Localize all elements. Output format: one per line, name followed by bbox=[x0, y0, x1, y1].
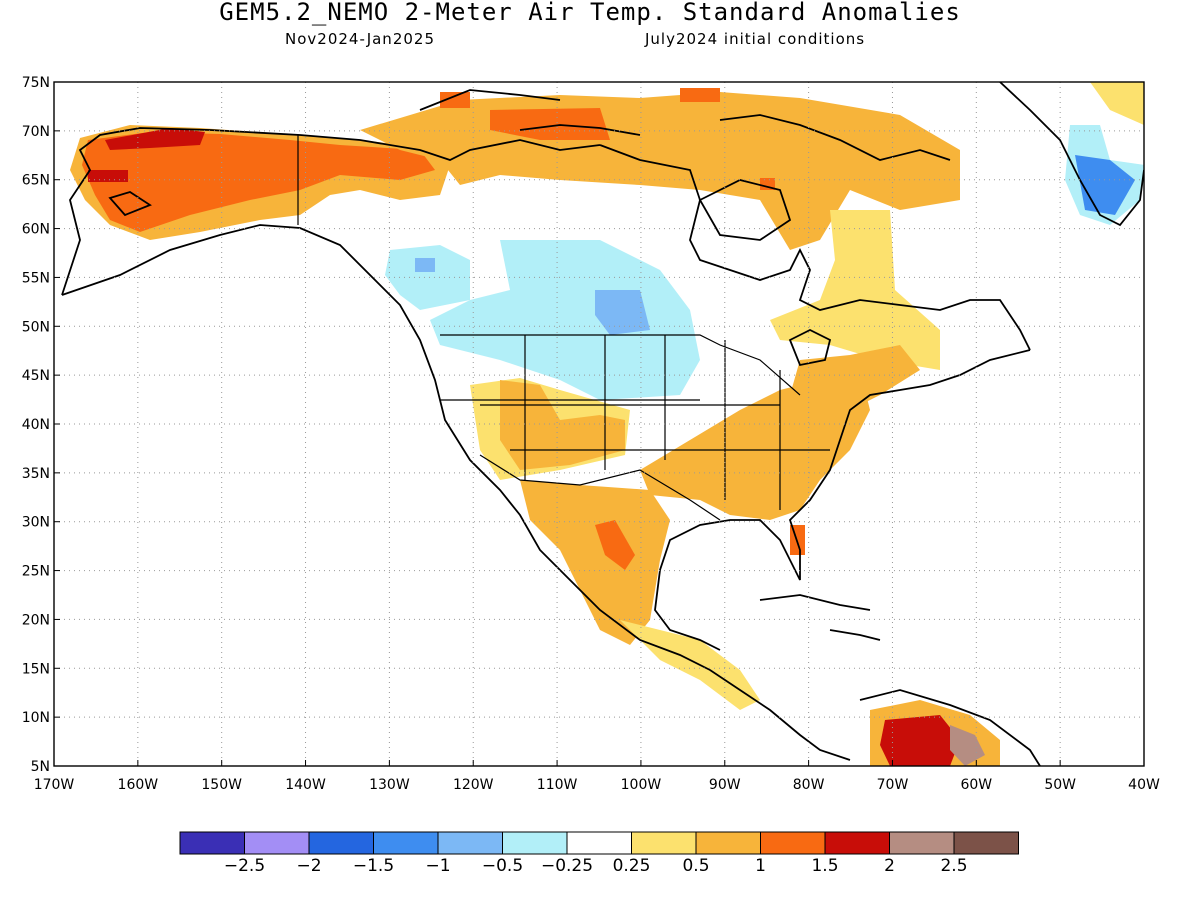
political-borders bbox=[297, 135, 830, 521]
x-tick-label: 120W bbox=[453, 777, 494, 793]
y-tick-label: 45N bbox=[22, 368, 50, 384]
y-tick-label: 40N bbox=[22, 417, 50, 433]
legend-swatch bbox=[631, 831, 697, 855]
legend-label: −0.25 bbox=[540, 856, 594, 876]
anomaly-sa-strong bbox=[880, 715, 960, 766]
legend-swatch bbox=[824, 831, 890, 855]
x-tick-label: 90W bbox=[709, 777, 741, 793]
legend-color-bar bbox=[179, 831, 1019, 855]
x-tick-label: 60W bbox=[960, 777, 992, 793]
legend-label: −2 bbox=[296, 856, 322, 876]
y-tick-label: 20N bbox=[22, 612, 50, 628]
anomaly-alaska-west bbox=[88, 170, 128, 182]
x-tick-label: 70W bbox=[877, 777, 909, 793]
y-axis-ticks: 5N 10N 15N 20N 25N 30N 35N 40N 45N 50N 55N 60N 65N 70… bbox=[22, 75, 60, 775]
y-tick-label: 60N bbox=[22, 222, 50, 238]
legend-swatch bbox=[502, 831, 568, 855]
x-tick-label: 170W bbox=[34, 777, 75, 793]
x-axis-ticks: 170W 160W 150W 140W 130W 120W 110W 100W 90W 80W 70… bbox=[34, 760, 1160, 793]
legend-label: 1 bbox=[755, 856, 766, 876]
anomaly-quebec bbox=[770, 210, 940, 370]
anomaly-mexico bbox=[520, 480, 670, 645]
x-tick-label: 80W bbox=[793, 777, 825, 793]
x-tick-label: 130W bbox=[369, 777, 410, 793]
anomaly-alaska-strong bbox=[82, 132, 435, 232]
legend-swatch bbox=[695, 831, 761, 855]
x-tick-label: 160W bbox=[118, 777, 159, 793]
anomaly-alaska-north bbox=[105, 128, 205, 150]
anomaly-fields bbox=[70, 82, 1144, 766]
anomaly-arctic-strong bbox=[440, 88, 775, 190]
legend-swatch bbox=[373, 831, 439, 855]
x-tick-label: 100W bbox=[621, 777, 662, 793]
y-tick-label: 70N bbox=[22, 124, 50, 140]
legend-label: −2.5 bbox=[223, 856, 266, 876]
y-tick-label: 25N bbox=[22, 564, 50, 580]
anomaly-sa-brown bbox=[950, 725, 985, 766]
y-tick-label: 35N bbox=[22, 466, 50, 482]
y-tick-label: 10N bbox=[22, 710, 50, 726]
anomaly-cool-core bbox=[415, 258, 650, 335]
anomaly-cool-west bbox=[385, 245, 470, 310]
legend-swatch bbox=[953, 831, 1019, 855]
x-tick-label: 50W bbox=[1044, 777, 1076, 793]
x-tick-label: 110W bbox=[537, 777, 578, 793]
grid-lines bbox=[54, 82, 1144, 766]
anomaly-central-america bbox=[620, 620, 760, 710]
anomaly-us-mountain bbox=[500, 380, 625, 470]
anomaly-greenland-warm bbox=[1090, 82, 1144, 125]
legend-label: −1.5 bbox=[352, 856, 395, 876]
legend-label: 2.5 bbox=[940, 856, 968, 876]
y-tick-label: 50N bbox=[22, 319, 50, 335]
anomaly-mexico-strong bbox=[595, 520, 635, 570]
x-tick-label: 150W bbox=[201, 777, 242, 793]
legend-swatch bbox=[760, 831, 826, 855]
map-title: GEM5.2_NEMO 2-Meter Air Temp. Standard A… bbox=[219, 0, 961, 26]
y-tick-label: 55N bbox=[22, 270, 50, 286]
legend-swatch bbox=[244, 831, 310, 855]
legend-label: 2 bbox=[884, 856, 895, 876]
y-tick-label: 65N bbox=[22, 173, 50, 189]
legend-label: −1 bbox=[425, 856, 451, 876]
x-tick-label: 40W bbox=[1128, 777, 1160, 793]
legend-swatch bbox=[889, 831, 955, 855]
y-tick-label: 5N bbox=[31, 759, 50, 775]
legend-swatch bbox=[437, 831, 503, 855]
y-tick-label: 15N bbox=[22, 661, 50, 677]
anomaly-cool-plains bbox=[430, 240, 700, 400]
initial-conditions: July2024 initial conditions bbox=[645, 30, 866, 48]
forecast-period: Nov2024-Jan2025 bbox=[285, 30, 435, 48]
x-tick-label: 140W bbox=[285, 777, 326, 793]
legend-label: −0.5 bbox=[481, 856, 524, 876]
y-tick-label: 75N bbox=[22, 75, 50, 91]
legend-swatch bbox=[179, 831, 245, 855]
y-tick-label: 30N bbox=[22, 515, 50, 531]
legend-swatch bbox=[308, 831, 374, 855]
legend-swatch bbox=[566, 831, 632, 855]
anomaly-greenland-core bbox=[1075, 155, 1135, 215]
legend-label: 0.5 bbox=[682, 856, 710, 876]
anomaly-northeast bbox=[790, 345, 920, 410]
legend-label: 1.5 bbox=[811, 856, 839, 876]
legend-label: 0.25 bbox=[612, 856, 651, 876]
coastlines bbox=[61, 82, 1144, 766]
